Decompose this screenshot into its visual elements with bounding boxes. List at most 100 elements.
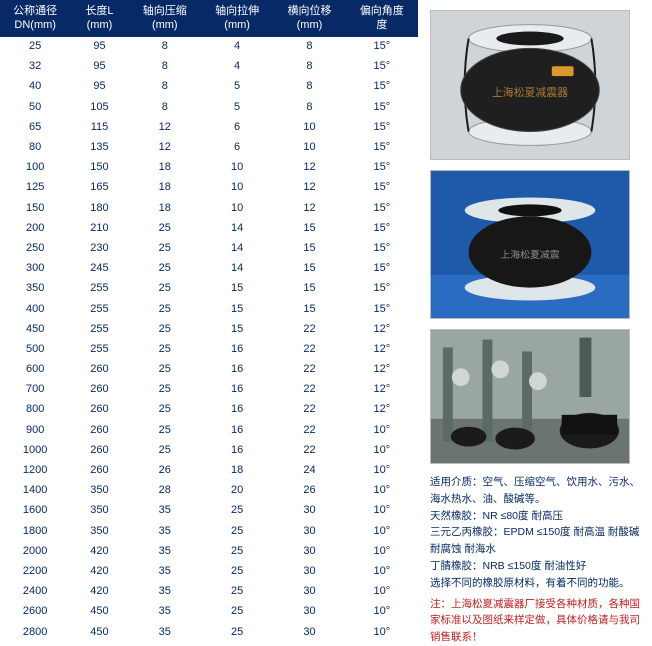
table-cell: 8 xyxy=(273,97,345,117)
table-cell: 350 xyxy=(70,501,128,521)
table-cell: 800 xyxy=(0,400,70,420)
table-cell: 35 xyxy=(129,582,201,602)
table-cell: 260 xyxy=(70,461,128,481)
table-cell: 25 xyxy=(0,37,70,57)
table-cell: 22 xyxy=(273,339,345,359)
table-cell: 65 xyxy=(0,117,70,137)
table-cell: 12° xyxy=(346,319,418,339)
table-cell: 2800 xyxy=(0,622,70,642)
table-cell: 4 xyxy=(201,57,273,77)
table-cell: 6 xyxy=(201,138,273,158)
table-cell: 300 xyxy=(0,259,70,279)
table-row: 801351261015° xyxy=(0,138,418,158)
table-cell: 15° xyxy=(346,218,418,238)
table-cell: 12 xyxy=(129,117,201,137)
table-cell: 15 xyxy=(273,279,345,299)
table-cell: 10 xyxy=(273,138,345,158)
table-cell: 180 xyxy=(70,198,128,218)
table-cell: 30 xyxy=(273,602,345,622)
table-cell: 1400 xyxy=(0,481,70,501)
table-cell: 30 xyxy=(273,561,345,581)
table-row: 40025525151515° xyxy=(0,299,418,319)
installation-image xyxy=(430,329,630,464)
table-cell: 12° xyxy=(346,380,418,400)
desc-media: 适用介质：空气、压缩空气、饮用水、污水、海水热水、油、酸碱等。 xyxy=(430,474,640,508)
table-cell: 18 xyxy=(129,198,201,218)
table-cell: 8 xyxy=(129,77,201,97)
table-cell: 500 xyxy=(0,339,70,359)
table-cell: 105 xyxy=(70,97,128,117)
table-cell: 5 xyxy=(201,77,273,97)
table-row: 5010585815° xyxy=(0,97,418,117)
table-cell: 12° xyxy=(346,360,418,380)
table-cell: 700 xyxy=(0,380,70,400)
table-cell: 8 xyxy=(273,57,345,77)
table-cell: 260 xyxy=(70,440,128,460)
table-cell: 30 xyxy=(273,582,345,602)
table-row: 10015018101215° xyxy=(0,158,418,178)
table-cell: 25 xyxy=(201,521,273,541)
table-cell: 16 xyxy=(201,420,273,440)
table-row: 25023025141515° xyxy=(0,238,418,258)
table-row: 220042035253010° xyxy=(0,561,418,581)
table-cell: 18 xyxy=(129,178,201,198)
table-cell: 25 xyxy=(129,400,201,420)
table-cell: 200 xyxy=(0,218,70,238)
table-cell: 26 xyxy=(129,461,201,481)
table-cell: 35 xyxy=(129,561,201,581)
table-cell: 15° xyxy=(346,198,418,218)
table-cell: 2600 xyxy=(0,602,70,622)
table-cell: 15° xyxy=(346,299,418,319)
table-cell: 6 xyxy=(201,117,273,137)
table-row: 20021025141515° xyxy=(0,218,418,238)
table-cell: 5 xyxy=(201,97,273,117)
table-cell: 35 xyxy=(129,501,201,521)
table-row: 280045035253010° xyxy=(0,622,418,642)
table-cell: 14 xyxy=(201,218,273,238)
table-cell: 8 xyxy=(273,37,345,57)
table-cell: 10 xyxy=(201,198,273,218)
table-cell: 15° xyxy=(346,57,418,77)
table-cell: 22 xyxy=(273,319,345,339)
table-cell: 15° xyxy=(346,138,418,158)
table-cell: 125 xyxy=(0,178,70,198)
table-cell: 25 xyxy=(201,501,273,521)
desc-nrb: 丁腈橡胶：NRB ≤150度 耐油性好 xyxy=(430,558,640,575)
table-cell: 30 xyxy=(273,521,345,541)
table-cell: 15° xyxy=(346,77,418,97)
table-cell: 350 xyxy=(70,481,128,501)
th-compress: 轴向压缩 (mm) xyxy=(129,0,201,37)
table-cell: 25 xyxy=(201,561,273,581)
table-row: 240042035253010° xyxy=(0,582,418,602)
table-cell: 8 xyxy=(273,77,345,97)
table-cell: 25 xyxy=(201,622,273,642)
table-cell: 30 xyxy=(273,501,345,521)
table-cell: 28 xyxy=(129,481,201,501)
table-cell: 35 xyxy=(129,622,201,642)
table-cell: 15° xyxy=(346,178,418,198)
table-cell: 22 xyxy=(273,420,345,440)
table-row: 70026025162212° xyxy=(0,380,418,400)
table-row: 45025525152212° xyxy=(0,319,418,339)
table-row: 100026025162210° xyxy=(0,440,418,460)
table-row: 60026025162212° xyxy=(0,360,418,380)
table-cell: 15 xyxy=(201,319,273,339)
desc-choice: 选择不同的橡胶原材料，有着不同的功能。 xyxy=(430,575,640,592)
table-cell: 80 xyxy=(0,138,70,158)
table-cell: 10° xyxy=(346,541,418,561)
table-cell: 25 xyxy=(129,360,201,380)
spec-table-panel: 公称通径 DN(mm) 长度L (mm) 轴向压缩 (mm) 轴向拉伸 (mm) xyxy=(0,0,418,646)
table-cell: 1600 xyxy=(0,501,70,521)
table-cell: 10° xyxy=(346,602,418,622)
table-cell: 15 xyxy=(273,238,345,258)
table-row: 160035035253010° xyxy=(0,501,418,521)
table-cell: 10 xyxy=(201,158,273,178)
table-cell: 135 xyxy=(70,138,128,158)
table-cell: 2000 xyxy=(0,541,70,561)
table-cell: 25 xyxy=(129,218,201,238)
table-row: 50025525162212° xyxy=(0,339,418,359)
table-cell: 250 xyxy=(0,238,70,258)
table-cell: 8 xyxy=(129,37,201,57)
table-cell: 100 xyxy=(0,158,70,178)
th-length: 长度L (mm) xyxy=(70,0,128,37)
